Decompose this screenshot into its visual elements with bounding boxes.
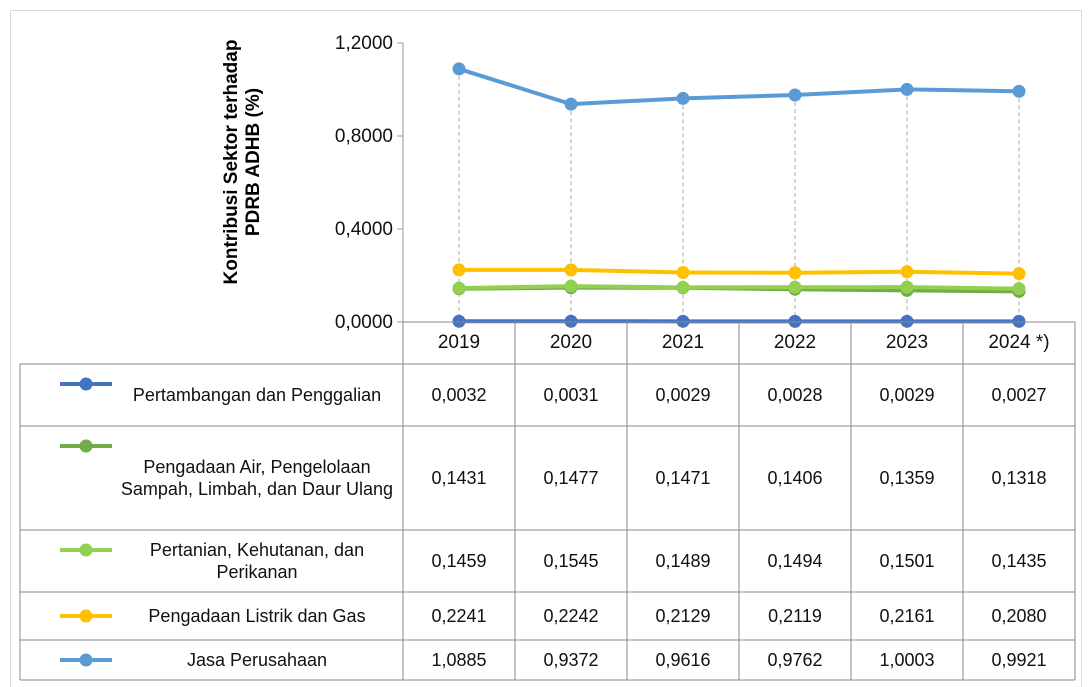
point: [564, 279, 578, 293]
point: [452, 62, 466, 76]
series-line: [458, 267, 1020, 276]
point: [1012, 267, 1026, 281]
data-label: 0,0031: [543, 385, 599, 405]
data-label: 0,0027: [991, 385, 1047, 405]
point: [900, 280, 914, 294]
y-tick-label: 0,4000: [335, 219, 393, 240]
y-tick-label: 0,8000: [335, 126, 393, 147]
point: [788, 266, 802, 280]
data-label: 0,0029: [879, 385, 935, 405]
data-label: 0,2119: [768, 606, 822, 626]
frame: [10, 10, 1082, 687]
point: [564, 263, 578, 277]
legend-key: [79, 377, 93, 391]
point: [900, 265, 914, 279]
point: [1012, 282, 1026, 296]
data-label: 0,2242: [543, 606, 599, 626]
data-label: 0,0029: [655, 385, 711, 405]
point: [1012, 84, 1026, 98]
data-label: 0,9616: [655, 650, 711, 670]
y-axis-title: Kontribusi Sektor terhadap PDRB ADHB (%): [221, 39, 264, 285]
point: [788, 314, 802, 328]
point: [900, 314, 914, 328]
data-label: 0,0028: [767, 385, 823, 405]
data-label: 0,1477: [543, 468, 599, 488]
data-label: 0,2241: [431, 606, 487, 626]
data-label: 1,0003: [879, 650, 935, 670]
point: [676, 266, 690, 280]
point: [676, 280, 690, 294]
data-label: 0,1359: [879, 468, 935, 488]
data-label: 0,1471: [655, 468, 711, 488]
point: [1012, 314, 1026, 328]
data-label: 0,1435: [991, 551, 1047, 571]
legend-key: [79, 609, 93, 623]
series-line: [458, 67, 1020, 107]
data-label: 0,9762: [767, 650, 823, 670]
x-tick-label: 2021: [661, 332, 705, 353]
point: [564, 314, 578, 328]
x-tick-label: 2023: [885, 332, 929, 353]
point: [452, 281, 466, 295]
data-label: 0,1501: [879, 551, 935, 571]
data-label: 0,1406: [767, 468, 823, 488]
point: [564, 97, 578, 111]
series-line: [458, 284, 1020, 291]
data-label: 0,1459: [431, 551, 487, 571]
point: [676, 314, 690, 328]
point: [452, 314, 466, 328]
data-label: 0,2161: [879, 606, 935, 626]
data-label: 0,2080: [991, 606, 1047, 626]
legend-label: Jasa Perusahaan: [186, 650, 328, 670]
point: [452, 263, 466, 277]
legend-label: Pertambangan dan Penggalian: [132, 385, 382, 405]
legend-label: Pertanian, Kehutanan, dan Perikanan: [149, 540, 365, 582]
data-label: 0,9372: [543, 650, 599, 670]
point: [788, 280, 802, 294]
data-label: 0,2129: [655, 606, 711, 626]
data-label: 0,0032: [431, 385, 487, 405]
x-tick-label: 2019: [437, 332, 481, 353]
legend-key: [79, 543, 93, 557]
y-tick-label: 1,2000: [335, 33, 393, 54]
legend-label: Pengadaan Listrik dan Gas: [148, 606, 366, 626]
data-label: 0,1431: [431, 468, 487, 488]
legend-key: [79, 439, 93, 453]
x-tick-label: 2024 *): [988, 332, 1050, 353]
legend-key: [79, 653, 93, 667]
y-tick-label: 0,0000: [335, 312, 393, 333]
x-tick-label: 2020: [549, 332, 593, 353]
data-label: 0,1318: [991, 468, 1047, 488]
point: [788, 88, 802, 102]
data-label: 0,1494: [767, 551, 823, 571]
legend-label: Pengadaan Air, Pengelolaan Sampah, Limba…: [120, 457, 394, 499]
point: [900, 82, 914, 96]
data-label: 0,1489: [655, 551, 711, 571]
data-label: 0,9921: [991, 650, 1047, 670]
data-label: 0,1545: [543, 551, 599, 571]
point: [676, 91, 690, 105]
x-tick-label: 2022: [773, 332, 817, 353]
data-label: 1,0885: [431, 650, 487, 670]
